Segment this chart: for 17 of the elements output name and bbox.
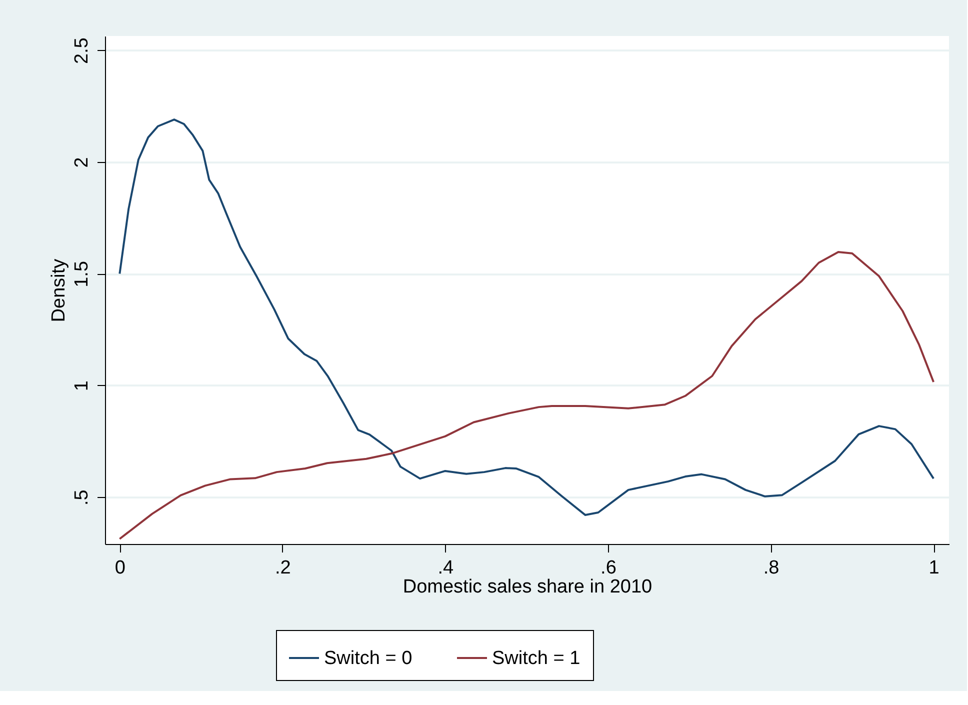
legend-label: Switch = 0: [324, 648, 412, 669]
y-tick-label: 1: [72, 380, 92, 392]
x-tick-label: .6: [600, 558, 616, 578]
y-tick-label: .5: [72, 490, 92, 506]
y-axis-title: Density: [48, 258, 70, 322]
x-tick-label: 0: [114, 558, 126, 578]
y-tick-label: 2.5: [72, 38, 92, 64]
x-tick-label: .8: [763, 558, 780, 578]
x-axis-title: Domestic sales share in 2010: [402, 576, 652, 598]
x-tick-label: 1: [928, 558, 940, 578]
line-series: [118, 118, 935, 516]
y-tick-label: 2: [72, 157, 92, 168]
x-tick-label: .4: [438, 558, 454, 578]
legend-label: Switch = 1: [492, 648, 580, 669]
x-tick-label: .2: [274, 558, 291, 578]
y-tick-label: 1.5: [72, 260, 92, 288]
line-series: [118, 251, 935, 540]
